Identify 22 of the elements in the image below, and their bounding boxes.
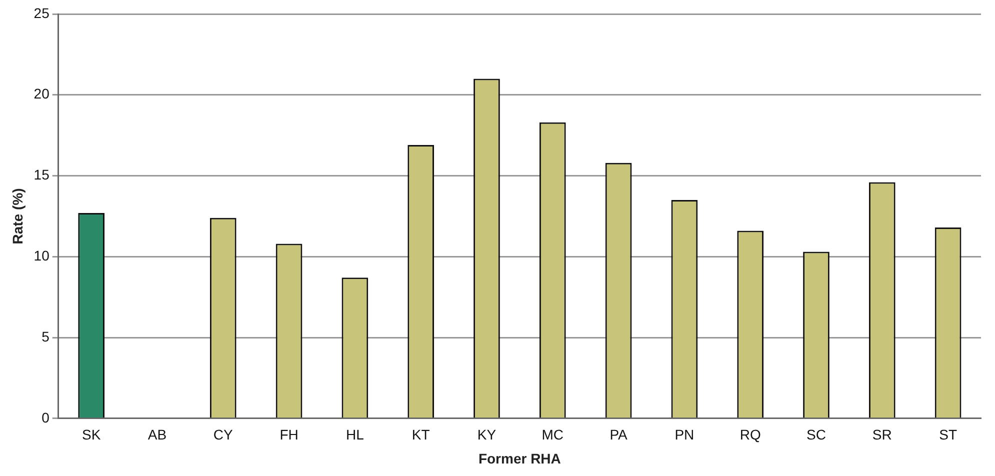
x-tick-label: SK	[82, 426, 102, 443]
x-tick-label: AB	[148, 426, 167, 443]
x-tick-label: KT	[412, 426, 430, 443]
y-tick-label: 20	[34, 86, 50, 102]
x-tick-label: CY	[213, 426, 234, 443]
x-tick-label: SC	[806, 426, 826, 443]
y-tick-label: 0	[42, 409, 50, 426]
x-tick-label: ST	[939, 426, 958, 443]
y-tick-label: 25	[34, 4, 50, 21]
x-tick-label: FH	[280, 426, 298, 443]
x-tick-label: RQ	[740, 426, 761, 443]
x-axis-title: Former RHA	[478, 450, 561, 466]
x-tick-label: MC	[542, 426, 564, 443]
y-axis-title: Rate (%)	[9, 188, 26, 244]
y-tick-label: 15	[34, 166, 50, 183]
y-tick-label: 5	[42, 328, 50, 344]
x-tick-label: PN	[674, 426, 694, 443]
x-tick-label: KY	[477, 426, 497, 443]
x-tick-label: HL	[346, 426, 364, 443]
x-tick-label: SR	[872, 426, 892, 443]
x-tick-label: PA	[610, 426, 628, 443]
y-tick-label: 10	[34, 248, 50, 264]
